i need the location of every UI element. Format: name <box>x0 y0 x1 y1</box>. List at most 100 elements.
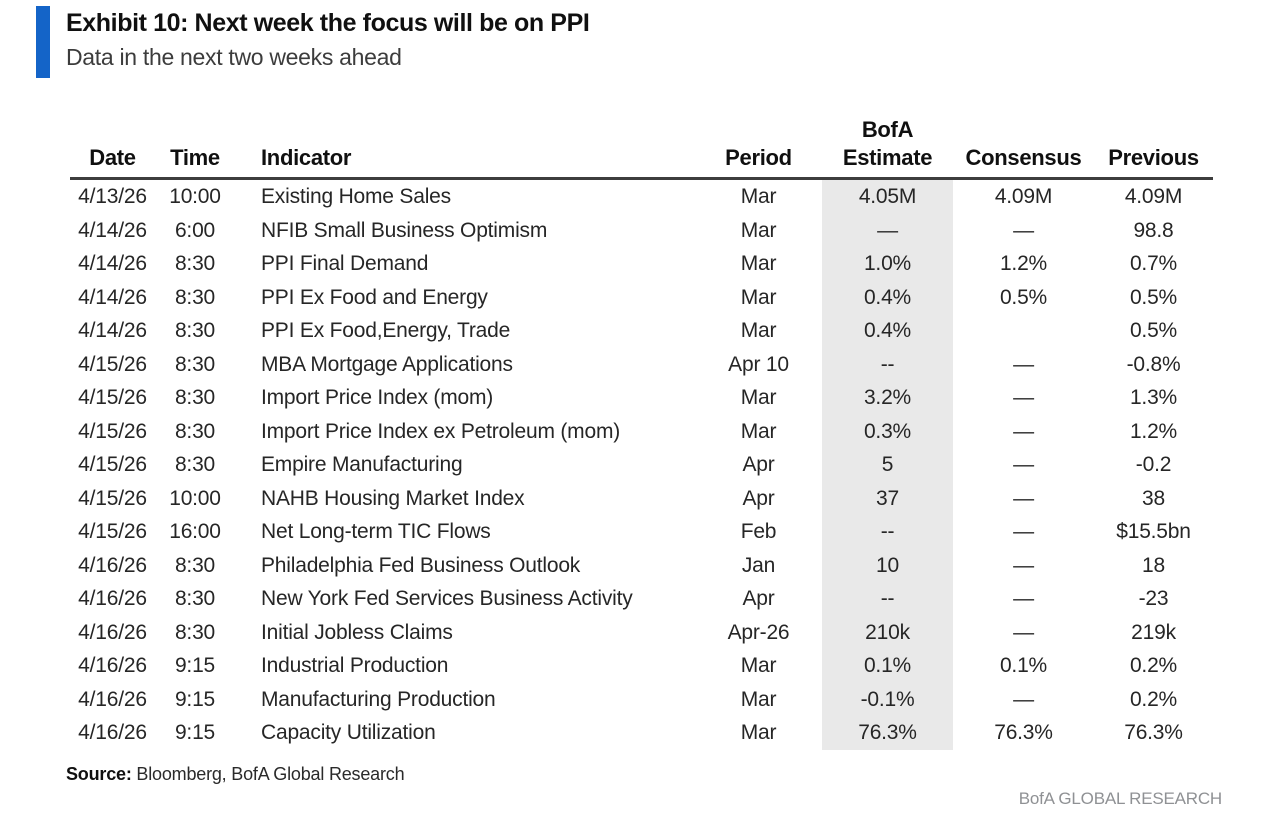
cell-indicator: NAHB Housing Market Index <box>261 486 525 510</box>
table-row: 4/14/26 8:30 PPI Ex Food,Energy, Trade Mar 0… <box>70 314 1213 348</box>
cell-bofa-estimate: 210k <box>822 615 953 649</box>
accent-bar <box>36 6 50 78</box>
exhibit-page: Exhibit 10: Next week the focus will be … <box>0 6 1280 835</box>
cell-previous: 0.5% <box>1129 285 1178 309</box>
table-body: 4/13/26 10:00 Existing Home Sales Mar 4.05M 4… <box>70 178 1213 750</box>
cell-bofa-estimate: 76.3% <box>822 716 953 750</box>
cell-time: 8:30 <box>174 352 216 376</box>
cell-consensus: — <box>1013 553 1034 577</box>
cell-period: Apr <box>742 587 775 610</box>
table-header-row: Date Time Indicator Period BofA Estimate… <box>70 94 1213 180</box>
cell-indicator: Capacity Utilization <box>261 721 436 744</box>
economic-calendar-table: Date Time Indicator Period BofA Estimate… <box>70 94 1213 750</box>
cell-previous: 38 <box>1142 486 1165 510</box>
cell-period: Feb <box>740 520 777 543</box>
table-row: 4/15/26 8:30 MBA Mortgage Applications Apr … <box>70 347 1213 381</box>
cell-bofa-estimate: -- <box>822 515 953 549</box>
cell-period: Apr-26 <box>727 620 790 644</box>
table-row: 4/15/26 8:30 Empire Manufacturing Apr 5 — -0.2 <box>70 448 1213 482</box>
table-row: 4/14/26 8:30 PPI Ex Food and Energy Mar 0.4%… <box>70 280 1213 314</box>
cell-time: 8:30 <box>174 620 216 644</box>
cell-time: 8:30 <box>174 386 216 409</box>
cell-indicator: PPI Ex Food,Energy, Trade <box>261 319 511 342</box>
cell-date: 4/14/26 <box>78 252 147 275</box>
cell-consensus: — <box>1013 486 1034 510</box>
cell-time: 8:30 <box>174 453 216 476</box>
cell-previous: $15.5bn <box>1116 520 1191 543</box>
cell-indicator: Philadelphia Fed Business Outlook <box>261 553 581 577</box>
cell-bofa-estimate: 1.0% <box>822 247 953 281</box>
cell-period: Mar <box>740 252 777 275</box>
cell-previous: 76.3% <box>1124 721 1183 744</box>
table-row: 4/15/26 16:00 Net Long-term TIC Flows Feb --… <box>70 515 1213 549</box>
cell-indicator: PPI Final Demand <box>261 252 429 275</box>
cell-indicator: New York Fed Services Business Activity <box>261 587 633 610</box>
cell-previous: 4.09M <box>1124 185 1183 208</box>
cell-indicator: Initial Jobless Claims <box>261 620 453 644</box>
cell-consensus: — <box>1013 520 1034 543</box>
cell-bofa-estimate: -- <box>822 582 953 616</box>
cell-consensus: — <box>1013 352 1034 376</box>
cell-consensus: — <box>1013 453 1034 476</box>
cell-time: 8:30 <box>174 319 216 342</box>
cell-indicator: PPI Ex Food and Energy <box>261 285 488 309</box>
table-row: 4/13/26 10:00 Existing Home Sales Mar 4.05M 4… <box>70 178 1213 214</box>
cell-date: 4/16/26 <box>78 721 147 744</box>
cell-date: 4/16/26 <box>78 620 147 644</box>
table-row: 4/16/26 9:15 Manufacturing Production Mar -0… <box>70 682 1213 716</box>
cell-date: 4/14/26 <box>78 319 147 342</box>
cell-date: 4/15/26 <box>78 486 147 510</box>
cell-date: 4/15/26 <box>78 520 147 543</box>
cell-period: Jan <box>741 553 776 577</box>
cell-indicator: Existing Home Sales <box>261 185 451 208</box>
cell-time: 8:30 <box>174 553 216 577</box>
cell-bofa-estimate: -- <box>822 347 953 381</box>
cell-time: 8:30 <box>174 252 216 275</box>
cell-date: 4/16/26 <box>78 553 147 577</box>
cell-consensus: 0.1% <box>999 654 1048 677</box>
cell-previous: -23 <box>1138 587 1169 610</box>
cell-date: 4/16/26 <box>78 654 147 677</box>
table-row: 4/15/26 8:30 Import Price Index (mom) Mar 3.… <box>70 381 1213 415</box>
cell-period: Apr <box>742 453 775 476</box>
cell-time: 10:00 <box>169 185 221 208</box>
cell-period: Mar <box>740 185 777 208</box>
brand-line: BofA GLOBAL RESEARCH <box>1018 789 1222 808</box>
exhibit-titles: Exhibit 10: Next week the focus will be … <box>66 6 590 78</box>
cell-indicator: Manufacturing Production <box>261 687 496 711</box>
table-row: 4/14/26 8:30 PPI Final Demand Mar 1.0% 1.2% 0.… <box>70 247 1213 281</box>
cell-consensus <box>953 314 1094 348</box>
cell-previous: 0.2% <box>1129 654 1178 677</box>
cell-consensus: 0.5% <box>999 285 1048 309</box>
cell-period: Mar <box>740 319 777 342</box>
cell-previous: 219k <box>1131 620 1176 644</box>
cell-date: 4/15/26 <box>78 386 147 409</box>
cell-period: Apr 10 <box>728 352 789 376</box>
cell-bofa-estimate: 4.05M <box>822 178 953 214</box>
cell-consensus: — <box>1013 419 1034 443</box>
cell-bofa-estimate: 0.4% <box>822 314 953 348</box>
cell-bofa-estimate: 10 <box>822 548 953 582</box>
cell-indicator: Empire Manufacturing <box>261 453 463 476</box>
cell-indicator: MBA Mortgage Applications <box>261 352 513 376</box>
exhibit-subtitle: Data in the next two weeks ahead <box>66 44 402 70</box>
cell-period: Apr <box>742 486 775 510</box>
cell-previous: 1.3% <box>1129 386 1178 409</box>
cell-consensus: 4.09M <box>994 185 1053 208</box>
cell-time: 9:15 <box>174 721 216 744</box>
source-text: Bloomberg, BofA Global Research <box>131 763 405 784</box>
table-row: 4/16/26 9:15 Capacity Utilization Mar 76.3% 7… <box>70 716 1213 750</box>
table-row: 4/16/26 9:15 Industrial Production Mar 0.1% 0… <box>70 649 1213 683</box>
cell-time: 8:30 <box>174 419 216 443</box>
cell-date: 4/16/26 <box>78 587 147 610</box>
cell-date: 4/15/26 <box>78 453 147 476</box>
cell-period: Mar <box>740 285 777 309</box>
cell-date: 4/15/26 <box>78 352 147 376</box>
cell-consensus: — <box>1013 386 1034 409</box>
cell-time: 6:00 <box>174 218 216 242</box>
cell-bofa-estimate: 0.3% <box>822 414 953 448</box>
cell-bofa-estimate: -0.1% <box>822 682 953 716</box>
cell-period: Mar <box>740 218 777 242</box>
cell-bofa-estimate: 0.1% <box>822 649 953 683</box>
cell-previous: 0.5% <box>1129 319 1178 342</box>
